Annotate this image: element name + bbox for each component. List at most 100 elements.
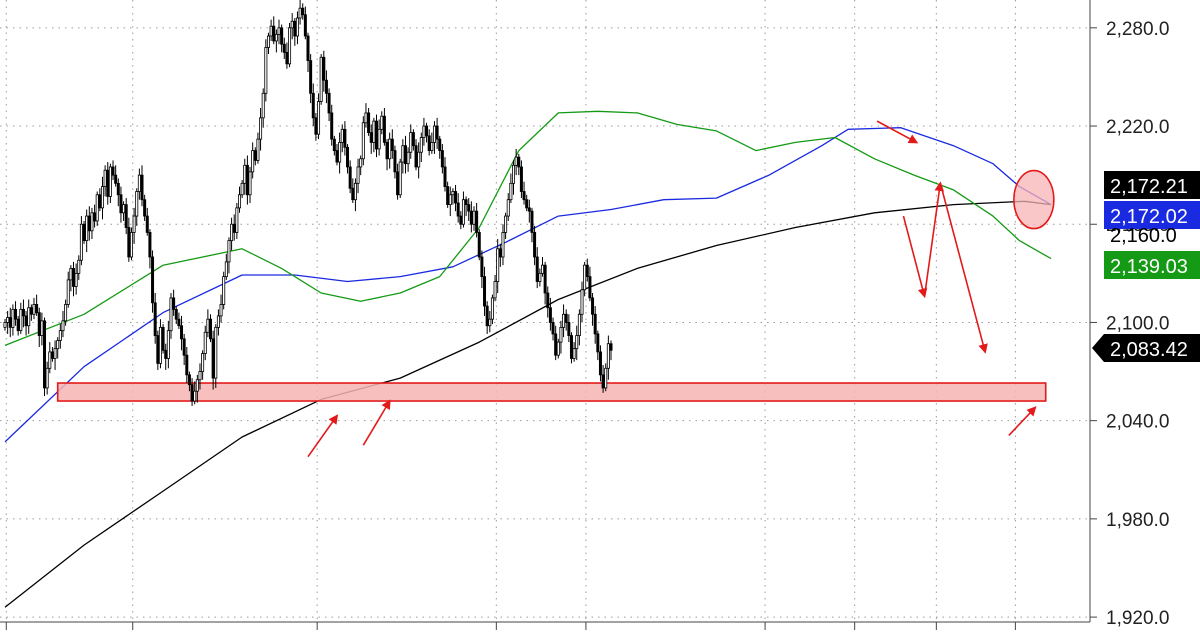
candle [187, 371, 191, 392]
candle-body [116, 182, 120, 196]
candle-body [580, 289, 584, 315]
candle [140, 165, 144, 207]
candle [396, 163, 400, 200]
candle [230, 217, 234, 251]
candle [340, 124, 344, 153]
candle-body [446, 186, 450, 206]
candle [540, 256, 544, 277]
candle [161, 324, 165, 354]
candle [266, 32, 270, 55]
candle-body [485, 305, 489, 327]
candle-body [214, 326, 218, 379]
candle-body [406, 151, 410, 165]
candle [108, 163, 112, 203]
candle [153, 292, 157, 344]
candle-body [127, 227, 131, 258]
candle-body [77, 259, 81, 274]
candle-body [364, 112, 368, 124]
candle-body [369, 132, 373, 143]
candle-body [124, 204, 128, 228]
candle [24, 311, 28, 336]
candle [164, 343, 168, 370]
candle [211, 330, 215, 390]
candle-body [293, 20, 297, 37]
candle-body [306, 35, 310, 61]
candle [509, 173, 513, 203]
candle-body [543, 264, 547, 294]
candle-body [414, 145, 418, 168]
candle-body [174, 308, 178, 320]
candle-body [290, 20, 294, 29]
candle-body [87, 215, 91, 232]
candle [564, 309, 568, 331]
candle [288, 22, 292, 68]
candle-body [569, 335, 573, 359]
candle-body [351, 187, 355, 201]
candle [280, 24, 284, 53]
candle-body [187, 374, 191, 386]
candle [16, 315, 20, 336]
y-tick-label: 2,040.0 [1106, 412, 1169, 433]
candle [335, 144, 339, 166]
moving-averages [4, 110, 1052, 608]
candle [567, 314, 571, 343]
candle-body [243, 164, 247, 184]
candle-body [24, 315, 28, 327]
candle [43, 317, 47, 397]
candle [385, 139, 389, 171]
candle-body [596, 333, 600, 353]
y-tick-label: 2,100.0 [1106, 313, 1169, 334]
sma50-line [4, 110, 1052, 347]
candle [174, 306, 178, 325]
candle-body [319, 56, 323, 102]
candle-body [530, 210, 534, 233]
candle-body [195, 379, 199, 392]
red-arrow [902, 215, 928, 299]
candle-body [261, 92, 265, 119]
candle-body [288, 27, 292, 65]
candle-body [540, 264, 544, 274]
candle-body [480, 256, 484, 278]
candle-body [432, 125, 436, 143]
price-tag-label: 2,083.42 [1110, 339, 1188, 361]
y-tick-label: 2,280.0 [1106, 19, 1169, 40]
candle [319, 54, 323, 105]
candle [293, 18, 297, 46]
red-arrow [307, 414, 339, 458]
price-tag-bg [1092, 334, 1200, 362]
candle [601, 365, 605, 393]
candle-body [435, 125, 439, 140]
candle [417, 142, 421, 179]
candle-body [464, 199, 468, 206]
candle-body [64, 304, 68, 322]
candle [45, 361, 49, 395]
candle-body [427, 135, 431, 151]
candle [227, 237, 231, 274]
candle-body [21, 308, 25, 317]
candle [95, 191, 99, 226]
candle-body [409, 132, 413, 153]
candle-body [380, 115, 384, 130]
candle-body [216, 315, 220, 328]
candle-body [272, 25, 276, 42]
candle [435, 117, 439, 149]
candle [295, 11, 299, 45]
candle-body [230, 223, 234, 242]
candle [37, 307, 41, 348]
candle [298, 0, 302, 25]
candle [3, 319, 7, 331]
candle [596, 330, 600, 361]
candle-body [193, 390, 197, 402]
candle [66, 271, 70, 308]
candle-body [14, 308, 18, 320]
candle [195, 374, 199, 403]
candle-body [535, 256, 539, 282]
candle [403, 135, 407, 174]
candle-body [45, 367, 49, 389]
candle [177, 312, 181, 330]
candle [182, 333, 186, 366]
candle-body [40, 320, 44, 336]
candle [40, 312, 44, 346]
